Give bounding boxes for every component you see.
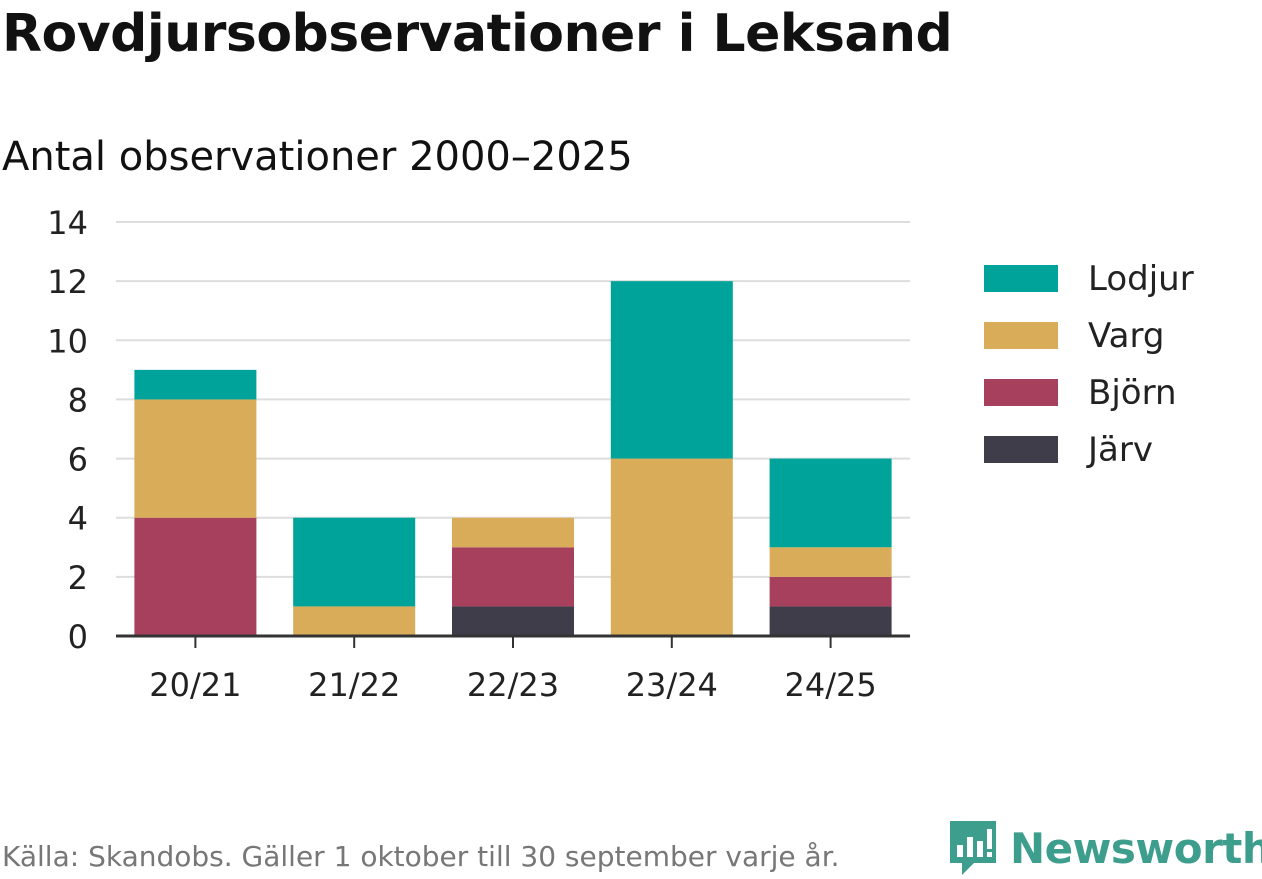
legend-swatch-björn [984,379,1058,406]
source-note: Källa: Skandobs. Gäller 1 oktober till 3… [2,840,840,873]
bar-segment-varg [293,606,416,636]
x-tick-label: 24/25 [784,666,876,704]
bar-segment-lodjur [293,517,416,607]
y-tick-label: 0 [68,618,88,656]
legend-label-varg: Varg [1088,316,1164,356]
y-tick-label: 12 [47,263,88,301]
x-tick-label: 23/24 [626,666,718,704]
y-tick-label: 4 [68,500,88,538]
bar-segment-björn [134,517,257,636]
bar-segment-lodjur [610,281,733,459]
legend-swatch-varg [984,322,1058,349]
bar-segment-varg [134,399,257,518]
bar-segment-järv [452,606,574,636]
newsworthy-logo-icon [950,821,996,875]
legend-swatch-lodjur [984,265,1058,292]
chart-title: Rovdjursobservationer i Leksand [2,4,953,64]
bar-segment-björn [452,547,574,607]
bar-segment-varg [769,547,892,577]
bar-segment-varg [610,458,733,636]
bar-segment-björn [769,576,892,607]
bar-segment-varg [452,517,574,548]
bar-segment-lodjur [134,369,257,400]
bar-segment-lodjur [769,458,892,548]
legend-label-björn: Björn [1088,373,1177,413]
y-tick-label: 10 [47,322,88,360]
y-tick-label: 8 [68,381,88,419]
chart-subtitle: Antal observationer 2000–2025 [2,134,633,180]
x-tick-label: 22/23 [467,666,559,704]
brand-name: Newsworthy [1010,823,1262,873]
legend-swatch-järv [984,436,1058,463]
bar-segment-järv [769,606,892,636]
x-tick-label: 21/22 [308,666,400,704]
y-tick-label: 14 [47,204,88,242]
brand-logo: Newsworthy [948,818,1262,878]
y-tick-label: 2 [68,559,88,597]
legend-label-järv: Järv [1086,430,1153,470]
x-tick-label: 20/21 [149,666,241,704]
y-tick-label: 6 [68,441,88,479]
legend-label-lodjur: Lodjur [1088,259,1194,299]
